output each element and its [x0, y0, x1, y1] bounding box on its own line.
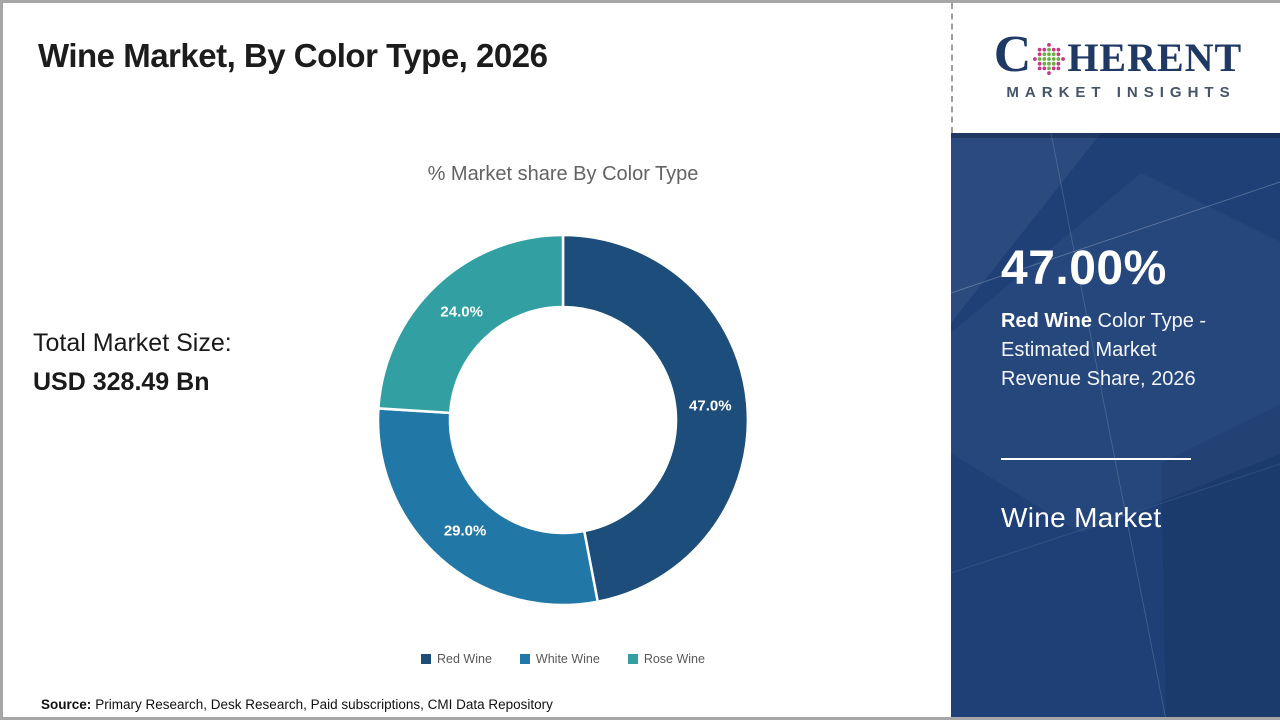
legend-item-white-wine[interactable]: White Wine [519, 652, 600, 666]
globe-dot [1052, 61, 1056, 66]
globe-dot [1047, 66, 1052, 71]
globe-dot [1042, 52, 1047, 57]
globe-dot [1056, 47, 1061, 52]
globe-dot [1047, 61, 1052, 66]
legend-item-red-wine[interactable]: Red Wine [421, 652, 492, 666]
dotted-globe-icon [1033, 43, 1066, 75]
market-name: Wine Market [1001, 502, 1162, 533]
logo-subtitle: MARKET INSIGHTS [1006, 84, 1236, 101]
divider-line [1001, 458, 1191, 460]
globe-dot [1056, 61, 1061, 66]
globe-dot [1061, 57, 1066, 61]
globe-dot [1042, 61, 1047, 66]
panel-top-shadow [951, 133, 1280, 138]
company-logo: C HERENT [953, 29, 1280, 81]
globe-dot [1042, 57, 1047, 61]
total-market-size: Total Market Size: USD 328.49 Bn [33, 329, 232, 397]
logo-word-rest: HERENT [1067, 35, 1243, 80]
legend-swatch [519, 654, 530, 664]
globe-dot [1056, 57, 1061, 61]
logo-area: C HERENT MARKET INSIGHTS [951, 3, 1280, 133]
globe-dot [1047, 43, 1052, 47]
globe-dot [1038, 57, 1042, 61]
legend-label: White Wine [535, 652, 600, 666]
stat-value: 47.00% [1001, 242, 1167, 295]
globe-dot [1038, 61, 1042, 66]
stat-description-rest: Color Type - Estimated Market Revenue Sh… [1001, 310, 1207, 390]
globe-dot [1052, 52, 1056, 57]
legend-item-rose-wine[interactable]: Rose Wine [627, 652, 705, 666]
globe-dot [1042, 47, 1047, 52]
chart-title: % Market share By Color Type [427, 163, 699, 185]
highlight-panel: 47.00% Red Wine Color Type - Estimated M… [951, 133, 1280, 717]
globe-dot [1047, 71, 1052, 75]
globe-dot [1047, 47, 1052, 52]
donut-slice-white-wine[interactable] [376, 407, 600, 607]
stat-description-bold: Red Wine [1001, 310, 1092, 332]
legend-swatch [421, 654, 432, 664]
globe-dot [1047, 52, 1052, 57]
source-label: Source: [41, 697, 92, 712]
slice-data-label: 47.0% [689, 398, 732, 415]
globe-dot [1047, 57, 1052, 61]
chart-section: Wine Market, By Color Type, 2026 % Marke… [3, 3, 951, 717]
chart-legend: Red Wine White Wine Rose Wine [333, 652, 793, 666]
logo-letter-c: C [993, 26, 1032, 83]
globe-dot [1052, 47, 1056, 52]
world-map-texture [951, 133, 1280, 717]
globe-dot [1056, 66, 1061, 71]
source-note: Source: Primary Research, Desk Research, … [41, 697, 553, 712]
donut-slice-red-wine[interactable] [561, 233, 750, 604]
legend-label: Rose Wine [643, 652, 705, 666]
total-market-size-label: Total Market Size: [33, 329, 232, 357]
donut-slice-rose-wine[interactable] [377, 233, 565, 415]
legend-swatch [627, 654, 638, 664]
stat-description: Red Wine Color Type - Estimated Market R… [1001, 307, 1221, 394]
globe-dot [1052, 66, 1056, 71]
globe-dot [1038, 47, 1042, 52]
globe-dot [1052, 57, 1056, 61]
page-title: Wine Market, By Color Type, 2026 [38, 37, 548, 74]
donut-chart: 47.0% 29.0% 24.0% [376, 233, 750, 607]
slice-data-label: 24.0% [440, 304, 483, 321]
globe-dot [1038, 52, 1042, 57]
legend-label: Red Wine [437, 652, 492, 666]
globe-dot [1033, 57, 1038, 61]
slice-data-label: 29.0% [444, 523, 487, 540]
globe-dot [1038, 66, 1042, 71]
globe-dot [1042, 66, 1047, 71]
globe-dot [1056, 52, 1061, 57]
total-market-size-value: USD 328.49 Bn [33, 368, 210, 396]
right-column: C HERENT MARKET INSIGHTS 47.00% Red Wine … [951, 3, 1280, 717]
source-text: Primary Research, Desk Research, Paid su… [95, 697, 553, 712]
panel-content: 47.00% Red Wine Color Type - Estimated M… [951, 133, 1280, 534]
